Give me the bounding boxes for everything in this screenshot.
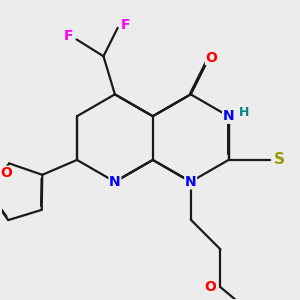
Text: N: N — [185, 175, 197, 189]
Text: S: S — [274, 152, 285, 167]
Text: O: O — [205, 280, 217, 294]
Text: N: N — [223, 109, 234, 123]
Text: O: O — [206, 51, 218, 64]
Text: O: O — [0, 166, 12, 180]
Text: N: N — [109, 175, 121, 189]
Text: F: F — [64, 29, 73, 44]
Text: F: F — [121, 18, 130, 32]
Text: H: H — [239, 106, 250, 119]
